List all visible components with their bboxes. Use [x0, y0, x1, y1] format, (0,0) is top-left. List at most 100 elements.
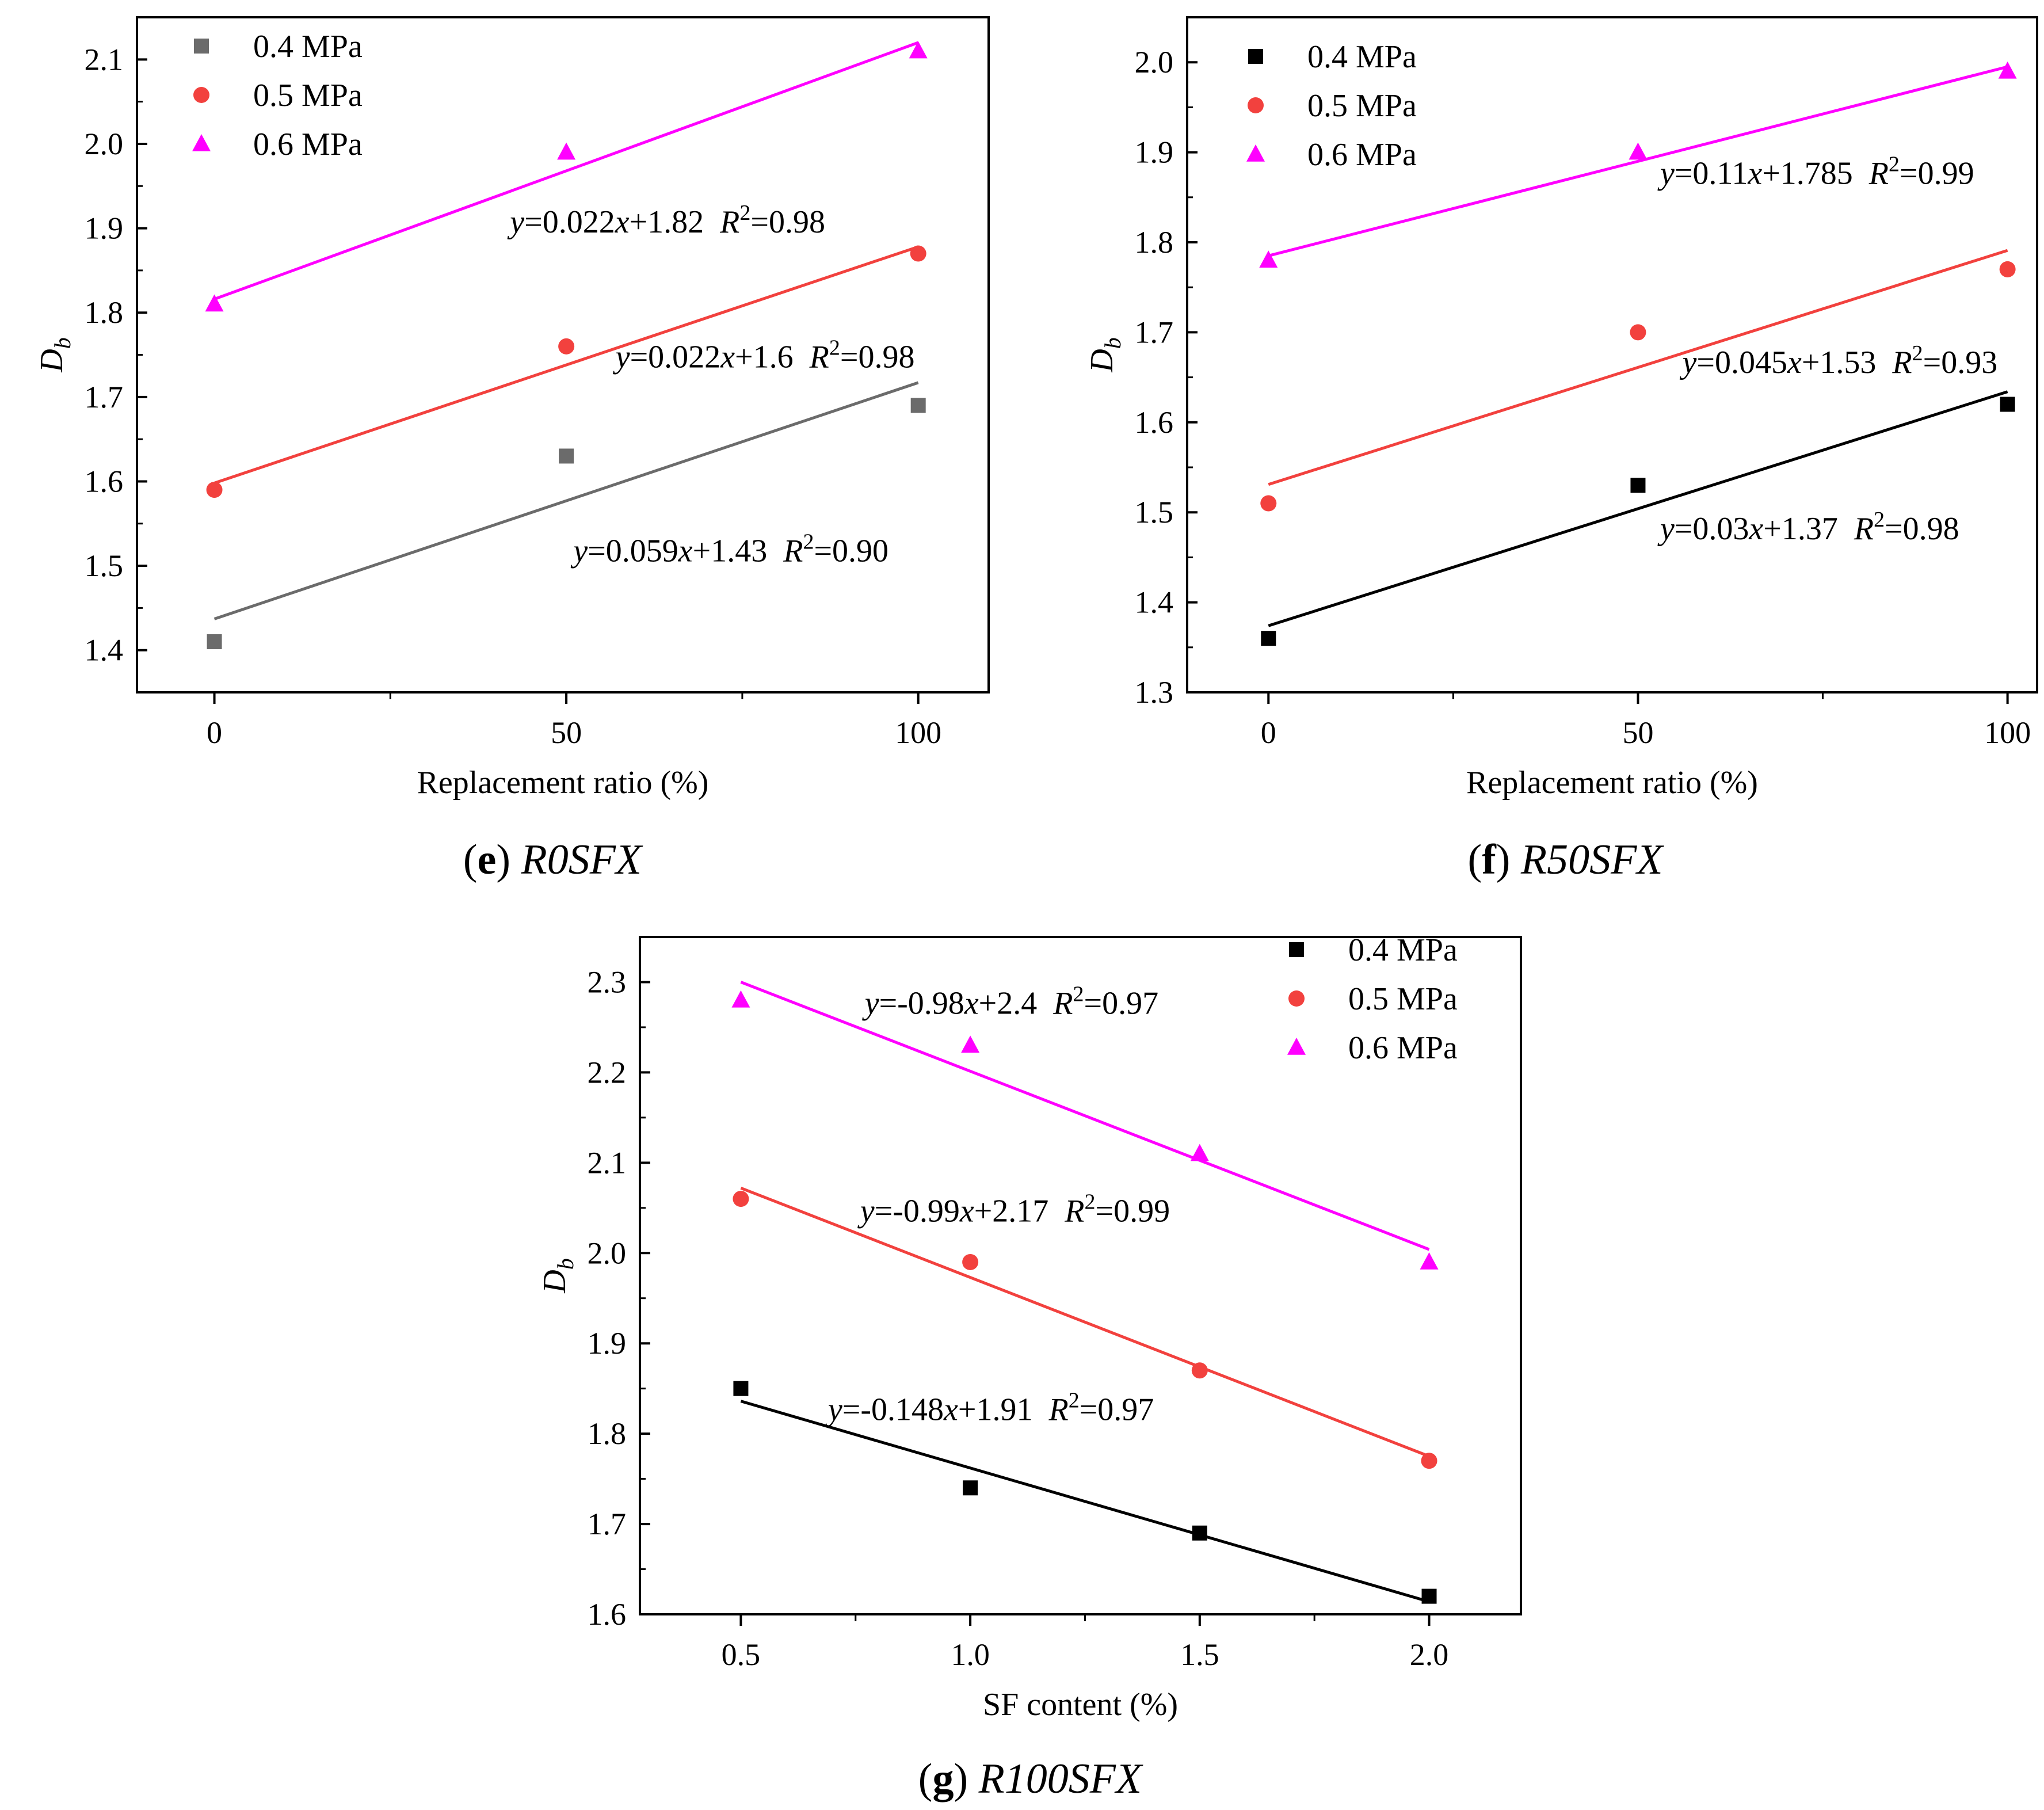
data-point-square-f: [1261, 631, 1276, 646]
data-point-circle-e: [206, 482, 223, 498]
y-tick-label-e: 2.0: [85, 127, 124, 161]
data-point-triangle-f: [1259, 250, 1278, 268]
y-tick-label-f: 1.6: [1135, 405, 1174, 440]
x-tick-label-f: 100: [1984, 715, 2031, 750]
panel-e-chart: 1.4 1.5 1.6 1.7 1.8 1.9 2.0 2.1 0 50 100 Replacemen…: [34, 16, 990, 801]
fit-equation-g: y=-0.98x+2.4 R2=0.97: [862, 982, 1158, 1021]
legend-marker-square-f: [1248, 49, 1263, 64]
data-point-triangle-e: [909, 41, 928, 59]
data-point-triangle-g: [1190, 1144, 1209, 1161]
caption-g: (g) R100SFX: [918, 1755, 1143, 1803]
legend-marker-square-e: [194, 39, 209, 54]
y-tick-label-f: 1.4: [1135, 585, 1174, 620]
data-point-triangle-g: [961, 1035, 980, 1053]
data-point-triangle-e: [205, 294, 224, 312]
fit-line-triangle-g: [740, 981, 1430, 1251]
legend-marker-triangle-e: [192, 134, 211, 151]
x-axis-label-e: Replacement ratio (%): [417, 765, 709, 801]
data-point-square-g: [963, 1480, 978, 1496]
y-tick-label-f: 1.5: [1135, 495, 1174, 529]
data-point-circle-e: [558, 338, 575, 355]
y-tick-label-f: 1.9: [1135, 135, 1174, 170]
legend-label-f: 0.6 MPa: [1307, 137, 1417, 173]
legend-label-e: 0.6 MPa: [253, 127, 363, 162]
fit-line-circle-g: [740, 1186, 1430, 1458]
y-axis-label-f: Db: [1084, 337, 1126, 372]
x-tick-label-f: 50: [1622, 715, 1653, 750]
fit-equation-e: y=0.059x+1.43 R2=0.90: [570, 530, 888, 569]
fit-equation-e: y=0.022x+1.6 R2=0.98: [613, 336, 915, 375]
y-axis-label-g: Db: [537, 1258, 578, 1293]
data-point-square-f: [1630, 478, 1646, 493]
y-tick-label-f: 1.8: [1135, 225, 1174, 260]
caption-f: (f) R50SFX: [1467, 836, 1664, 883]
y-tick-label-e: 1.8: [85, 295, 124, 330]
y-tick-label-e: 1.7: [85, 380, 124, 414]
data-point-circle-f: [1260, 495, 1277, 512]
legend-marker-triangle-g: [1287, 1038, 1306, 1055]
fit-line-square-g: [740, 1400, 1430, 1603]
data-point-circle-e: [910, 245, 926, 262]
fit-line-triangle-e: [213, 41, 919, 301]
x-tick-label-g: 1.0: [951, 1637, 990, 1672]
x-tick-label-e: 100: [895, 715, 941, 750]
legend-label-g: 0.6 MPa: [1348, 1030, 1458, 1066]
y-tick-label-g: 2.0: [588, 1236, 627, 1270]
legend-label-e: 0.5 MPa: [253, 78, 363, 113]
fit-equation-f: y=0.11x+1.785 R2=0.99: [1657, 152, 1974, 191]
data-point-triangle-f: [1998, 61, 2017, 79]
x-tick-label-e: 50: [551, 715, 582, 750]
data-point-circle-g: [1421, 1453, 1437, 1469]
fit-line-square-f: [1268, 390, 2008, 627]
fit-line-square-e: [213, 381, 919, 620]
x-tick-label-g: 1.5: [1180, 1637, 1219, 1672]
x-axis-label-g: SF content (%): [983, 1687, 1178, 1723]
x-tick-label-f: 0: [1261, 715, 1276, 750]
plot-frame-f: [1186, 16, 2038, 693]
data-point-triangle-g: [1420, 1252, 1439, 1270]
data-point-circle-g: [1191, 1362, 1208, 1379]
y-tick-label-f: 1.7: [1135, 315, 1174, 349]
y-tick-label-g: 1.8: [588, 1416, 627, 1451]
legend-marker-circle-f: [1248, 97, 1264, 113]
caption-e: (e) R0SFX: [463, 836, 643, 883]
fit-line-circle-f: [1268, 249, 2008, 486]
legend-marker-triangle-f: [1246, 144, 1265, 162]
fit-equation-g: y=-0.148x+1.91 R2=0.97: [825, 1389, 1154, 1428]
x-tick-label-e: 0: [207, 715, 222, 750]
y-tick-label-g: 1.7: [588, 1507, 627, 1541]
fit-equation-g: y=-0.99x+2.17 R2=0.99: [857, 1190, 1170, 1229]
y-tick-label-g: 2.2: [588, 1055, 627, 1089]
data-point-triangle-g: [731, 990, 750, 1008]
data-point-circle-f: [1999, 261, 2016, 277]
legend-label-e: 0.4 MPa: [253, 29, 363, 64]
fit-equation-e: y=0.022x+1.82 R2=0.98: [507, 201, 825, 240]
y-tick-label-e: 1.4: [85, 633, 124, 668]
legend-label-g: 0.4 MPa: [1348, 932, 1458, 968]
legend-marker-square-g: [1289, 942, 1304, 957]
x-tick-label-g: 0.5: [722, 1637, 761, 1672]
y-tick-label-g: 2.1: [588, 1145, 627, 1180]
y-tick-label-f: 2.0: [1135, 45, 1174, 79]
legend-label-f: 0.5 MPa: [1307, 88, 1417, 124]
panel-g-chart: 1.6 1.7 1.8 1.9 2.0 2.1 2.2 2.3 0.5 1.0 1.5 2.0 SF c…: [537, 932, 1522, 1723]
x-axis-label-f: Replacement ratio (%): [1466, 765, 1758, 801]
fit-equation-f: y=0.03x+1.37 R2=0.98: [1657, 508, 1959, 547]
y-tick-label-g: 1.9: [588, 1326, 627, 1361]
y-tick-label-f: 1.3: [1135, 675, 1174, 710]
y-tick-label-e: 2.1: [85, 42, 124, 77]
caption-g-label: R100: [978, 1755, 1069, 1803]
x-tick-label-g: 2.0: [1410, 1637, 1449, 1672]
y-tick-label-g: 2.3: [588, 965, 627, 999]
data-point-triangle-e: [557, 142, 576, 160]
data-point-circle-f: [1630, 324, 1646, 341]
fit-line-circle-e: [213, 245, 919, 485]
data-point-square-g: [1421, 1588, 1437, 1604]
data-point-square-g: [1192, 1525, 1207, 1541]
data-point-square-g: [733, 1381, 749, 1396]
data-point-square-e: [207, 634, 222, 650]
legend-label-g: 0.5 MPa: [1348, 981, 1458, 1017]
data-point-triangle-f: [1629, 142, 1648, 160]
caption-e-label: R0: [521, 836, 569, 883]
